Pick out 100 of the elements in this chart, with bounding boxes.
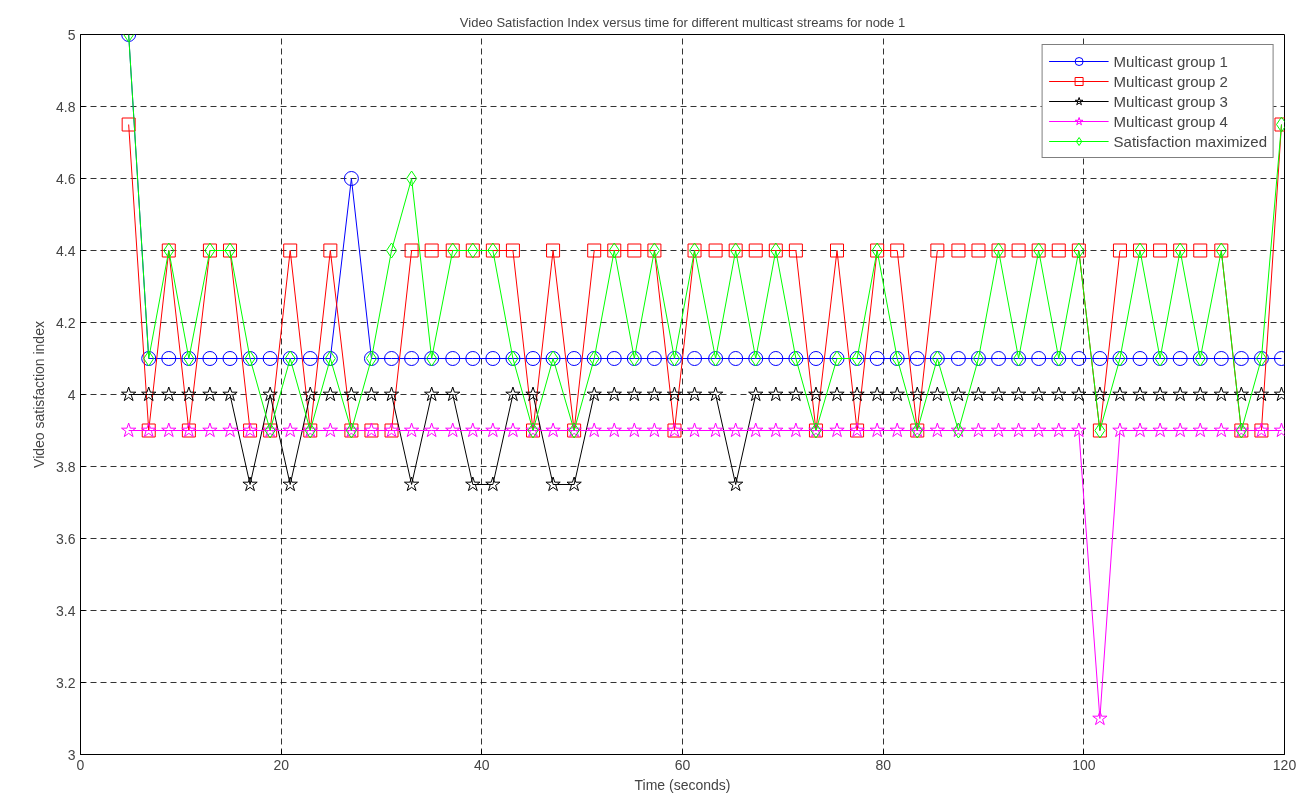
point bbox=[403, 476, 420, 492]
y-tick-label: 4 bbox=[67, 386, 76, 403]
point bbox=[343, 386, 360, 402]
point bbox=[363, 386, 380, 402]
point bbox=[990, 386, 1007, 402]
point bbox=[505, 386, 521, 402]
point bbox=[1213, 422, 1229, 438]
point bbox=[282, 476, 298, 492]
point bbox=[566, 351, 582, 366]
point bbox=[869, 351, 885, 366]
point bbox=[646, 386, 663, 402]
point bbox=[525, 351, 541, 366]
y-tick-label: 4.6 bbox=[56, 170, 76, 187]
point bbox=[1092, 386, 1108, 402]
point bbox=[970, 386, 987, 402]
point bbox=[1233, 351, 1249, 366]
point bbox=[830, 243, 845, 258]
point bbox=[1092, 351, 1108, 366]
point bbox=[202, 351, 218, 366]
point bbox=[686, 422, 703, 438]
legend-label: Multicast group 1 bbox=[1113, 52, 1228, 70]
x-tick-label: 100 bbox=[1072, 756, 1096, 773]
point bbox=[383, 386, 400, 402]
point bbox=[403, 422, 420, 438]
point bbox=[970, 422, 987, 438]
point bbox=[1031, 422, 1047, 438]
point bbox=[586, 422, 602, 438]
y-axis-title: Video satisfaction index bbox=[31, 321, 48, 468]
point bbox=[788, 243, 803, 258]
x-axis-title: Time (seconds) bbox=[634, 776, 731, 793]
point bbox=[505, 243, 520, 258]
x-tick-label: 20 bbox=[273, 756, 290, 773]
point bbox=[141, 386, 157, 402]
point bbox=[768, 386, 784, 402]
point bbox=[302, 351, 318, 366]
x-tick-label: 60 bbox=[674, 756, 691, 773]
point bbox=[1172, 351, 1188, 366]
point bbox=[1193, 243, 1208, 258]
point bbox=[445, 351, 461, 366]
point bbox=[424, 422, 440, 438]
point bbox=[626, 386, 642, 402]
point bbox=[606, 351, 622, 366]
point bbox=[586, 386, 602, 402]
legend-label: Multicast group 3 bbox=[1113, 92, 1228, 110]
point bbox=[829, 386, 845, 402]
point bbox=[1010, 386, 1027, 402]
x-tick-label: 0 bbox=[76, 756, 85, 773]
point bbox=[909, 386, 925, 402]
y-tick-label: 4.4 bbox=[56, 242, 76, 259]
y-tick-label: 5 bbox=[67, 26, 76, 43]
point bbox=[728, 476, 744, 492]
y-tick-label: 3.4 bbox=[56, 602, 76, 619]
point bbox=[687, 351, 703, 366]
point bbox=[929, 422, 945, 438]
point bbox=[384, 351, 400, 366]
point bbox=[686, 386, 703, 402]
point bbox=[788, 386, 804, 402]
point bbox=[1253, 386, 1270, 402]
point bbox=[322, 386, 338, 402]
x-tick-label: 120 bbox=[1272, 756, 1297, 773]
point bbox=[566, 476, 582, 492]
point bbox=[606, 422, 622, 438]
y-tick-label: 3.6 bbox=[56, 530, 76, 547]
point bbox=[646, 422, 663, 438]
y-tick-label: 3.8 bbox=[56, 458, 76, 475]
point bbox=[424, 243, 439, 258]
point bbox=[343, 171, 359, 186]
point bbox=[1031, 351, 1047, 366]
point bbox=[748, 386, 764, 402]
point bbox=[386, 242, 398, 259]
point bbox=[1152, 386, 1168, 402]
point bbox=[181, 386, 197, 402]
point bbox=[626, 422, 642, 438]
point bbox=[262, 386, 278, 402]
point bbox=[485, 422, 501, 438]
point bbox=[1213, 386, 1229, 402]
point bbox=[1051, 243, 1066, 258]
point bbox=[202, 422, 218, 438]
point bbox=[424, 386, 440, 402]
point bbox=[991, 351, 1007, 366]
point bbox=[283, 243, 298, 258]
point bbox=[1233, 386, 1249, 402]
point bbox=[869, 422, 885, 438]
point bbox=[646, 351, 662, 366]
point bbox=[707, 422, 724, 438]
point bbox=[1010, 422, 1027, 438]
point bbox=[849, 386, 865, 402]
point bbox=[445, 422, 461, 438]
point bbox=[950, 351, 966, 366]
point bbox=[1153, 243, 1168, 258]
point bbox=[1152, 422, 1168, 438]
point bbox=[1071, 351, 1087, 366]
point bbox=[161, 351, 177, 366]
point bbox=[869, 386, 885, 402]
point bbox=[121, 386, 137, 402]
point bbox=[1132, 422, 1148, 438]
y-tick-label: 4.2 bbox=[56, 314, 76, 331]
point bbox=[282, 422, 298, 438]
point bbox=[222, 351, 238, 366]
point bbox=[971, 243, 986, 258]
